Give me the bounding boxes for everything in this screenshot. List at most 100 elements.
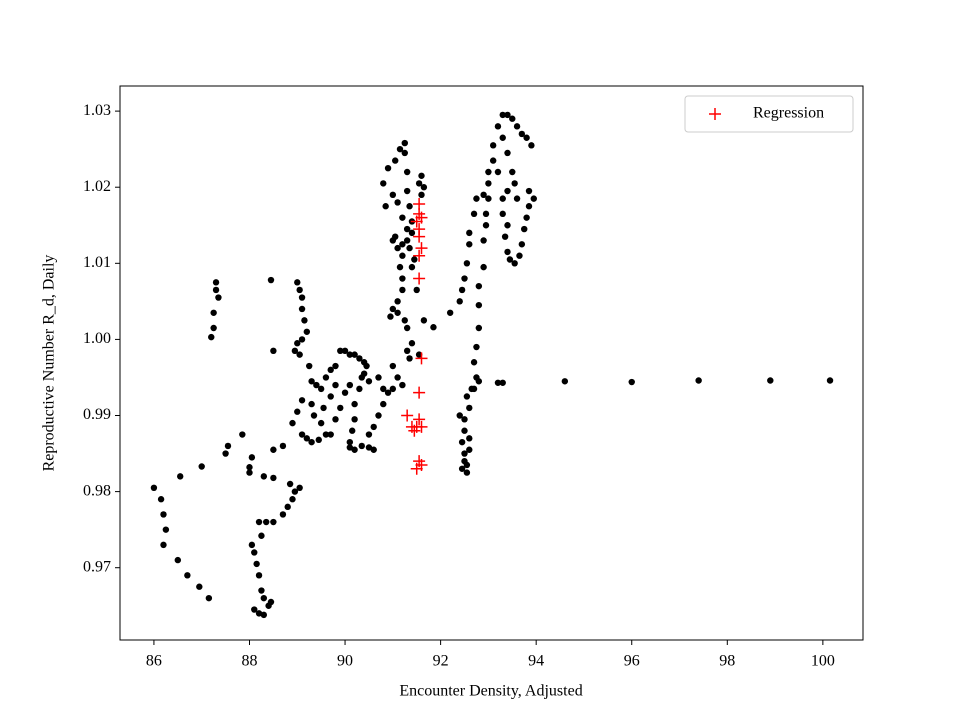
data-point <box>289 496 296 503</box>
data-point <box>499 111 506 119</box>
data-point <box>511 180 518 187</box>
data-point <box>403 324 411 332</box>
data-point <box>315 436 322 444</box>
data-point <box>239 431 246 438</box>
data-point <box>628 378 635 386</box>
data-point <box>475 324 483 332</box>
data-point <box>418 191 425 199</box>
data-point <box>291 488 299 495</box>
data-point <box>289 419 296 427</box>
data-point <box>458 438 466 446</box>
data-point <box>499 210 506 218</box>
data-point <box>446 309 454 316</box>
data-point <box>695 377 702 384</box>
data-point <box>480 263 487 271</box>
data-point <box>405 420 418 433</box>
data-point <box>399 214 406 221</box>
data-point <box>246 469 253 476</box>
data-point <box>196 583 203 590</box>
data-point <box>480 237 487 244</box>
data-point <box>150 484 158 492</box>
data-point <box>463 469 471 476</box>
x-axis-label: Encounter Density, Adjusted <box>399 683 582 700</box>
data-point <box>205 594 213 602</box>
data-point <box>310 412 318 419</box>
data-point <box>174 556 182 564</box>
data-point <box>356 355 363 362</box>
data-point <box>365 444 373 451</box>
data-point <box>466 229 473 237</box>
y-tick-label: 0.98 <box>83 482 111 499</box>
data-point <box>408 229 416 237</box>
data-point <box>291 347 299 355</box>
data-point <box>365 378 373 385</box>
data-point <box>224 442 232 450</box>
data-point <box>504 111 511 119</box>
data-point <box>466 404 473 412</box>
data-point <box>270 518 277 526</box>
data-point <box>294 340 301 347</box>
data-point <box>255 518 263 526</box>
data-point <box>494 123 502 130</box>
data-point <box>337 404 344 412</box>
x-tick-label: 94 <box>528 653 544 670</box>
data-point <box>298 294 306 301</box>
data-point <box>212 279 220 286</box>
data-point <box>528 142 535 149</box>
data-point <box>267 598 275 606</box>
data-point <box>351 416 358 423</box>
data-point <box>384 164 392 172</box>
data-point <box>215 294 222 301</box>
data-point <box>399 241 406 248</box>
x-tick-label: 90 <box>337 653 353 670</box>
data-point <box>410 462 423 475</box>
data-point <box>473 195 480 202</box>
data-point <box>509 115 516 122</box>
data-point <box>394 199 401 206</box>
data-point <box>506 256 514 263</box>
y-tick-label: 1.00 <box>83 330 111 347</box>
data-point <box>461 450 468 457</box>
data-point <box>384 389 392 396</box>
data-point <box>198 463 205 470</box>
data-point <box>516 252 523 259</box>
data-point <box>480 191 487 199</box>
data-point <box>501 233 509 240</box>
data-point <box>399 275 406 282</box>
data-point <box>284 503 291 511</box>
data-point <box>523 134 530 141</box>
data-point <box>473 343 480 351</box>
data-point <box>279 511 287 518</box>
data-point <box>523 214 530 221</box>
data-point <box>403 187 411 195</box>
data-point <box>399 286 406 294</box>
data-point <box>411 256 418 263</box>
data-point <box>270 347 277 355</box>
data-point <box>370 423 377 431</box>
data-point <box>466 241 473 248</box>
data-point <box>826 377 834 384</box>
plot-frame <box>119 85 864 641</box>
data-point <box>458 286 466 294</box>
data-point <box>375 374 382 381</box>
data-point <box>332 416 339 423</box>
data-point <box>509 168 516 176</box>
x-tick-label: 100 <box>811 653 835 670</box>
data-point <box>389 362 397 370</box>
data-point <box>463 393 471 400</box>
data-point <box>222 450 229 457</box>
data-point <box>327 431 334 438</box>
data-point <box>513 123 521 130</box>
data-point <box>415 242 428 255</box>
y-tick-label: 1.01 <box>83 254 111 271</box>
data-point <box>456 412 463 419</box>
data-point <box>499 134 506 141</box>
legend-label: Regression <box>753 105 824 122</box>
data-point <box>458 465 466 472</box>
x-tick-label: 98 <box>719 653 735 670</box>
data-point <box>485 168 492 176</box>
data-point <box>286 480 294 488</box>
y-tick-label: 0.97 <box>83 558 111 575</box>
data-point <box>406 203 413 210</box>
data-point <box>401 317 408 324</box>
